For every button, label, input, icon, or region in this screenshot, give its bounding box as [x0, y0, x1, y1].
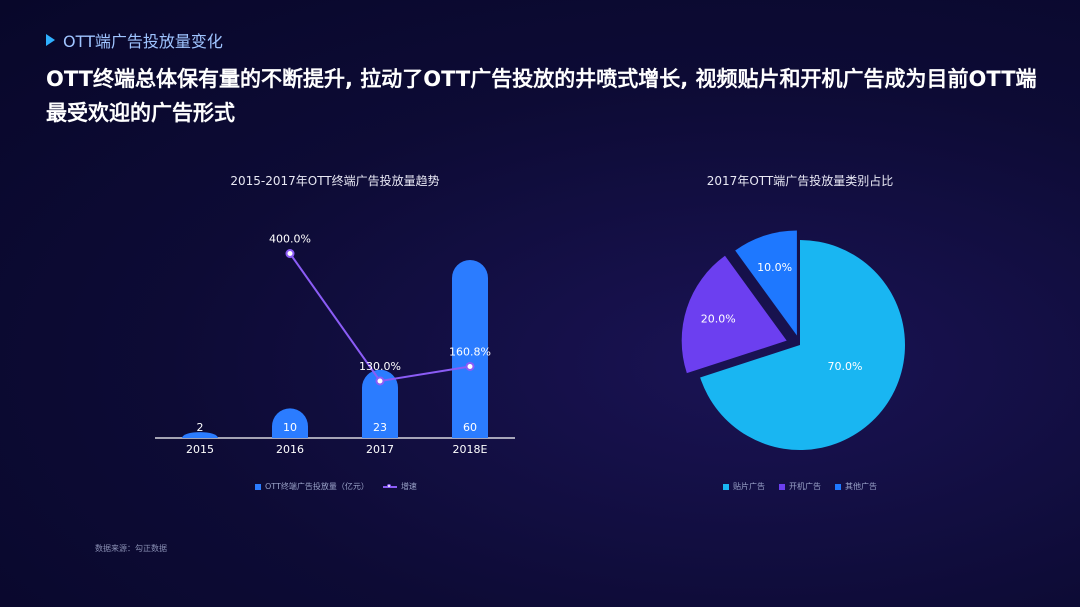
bar-value-label-2016: 10 — [283, 421, 297, 434]
pie-slice-label-1: 20.0% — [701, 312, 736, 325]
pie-chart: 70.0% 20.0% 10.0% — [681, 230, 905, 450]
pie-slice-label-0: 70.0% — [828, 360, 863, 373]
legend-line-swatch-icon — [382, 483, 397, 488]
legend-item-growth: 增速 — [382, 481, 417, 492]
legend-label-volume: OTT终端广告投放量（亿元） — [265, 482, 369, 491]
legend-label-boot: 开机广告 — [789, 482, 821, 491]
data-source-note: 数据来源：勾正数据 — [95, 544, 167, 553]
growth-point-2018E — [465, 361, 475, 371]
legend-item-other: 其他广告 — [835, 481, 877, 492]
triangle-bullet-icon — [46, 34, 55, 46]
pie-slice-1 — [681, 255, 787, 374]
bar-value-label-2015: 2 — [197, 421, 204, 434]
x-tick-label-2018E: 2018E — [453, 443, 488, 456]
x-tick-label-2015: 2015 — [186, 443, 214, 456]
pie-chart-legend: 贴片广告 开机广告 其他广告 — [723, 481, 877, 492]
bar-value-label-2017: 23 — [373, 421, 387, 434]
legend-swatch-preroll — [723, 483, 729, 490]
x-tick-label-2016: 2016 — [276, 443, 304, 456]
legend-item-preroll: 贴片广告 — [723, 481, 765, 492]
growth-label-2017: 130.0% — [359, 360, 401, 373]
pie-slice-label-2: 10.0% — [757, 261, 792, 274]
bar-2015 — [182, 432, 218, 438]
legend-label-preroll: 贴片广告 — [733, 482, 765, 491]
legend-item-boot: 开机广告 — [779, 481, 821, 492]
bar-value-label-2018E: 60 — [463, 421, 477, 434]
legend-label-growth: 增速 — [400, 482, 417, 491]
x-tick-label-2017: 2017 — [366, 443, 394, 456]
bar-2018E — [452, 260, 488, 438]
bar-chart: 2 2015 10 2016 23 2017 60 2018E 400.0% 130.0% 160.… — [155, 233, 515, 456]
bar-2017 — [362, 369, 398, 438]
legend-swatch-boot — [779, 483, 785, 490]
pie-slice-0 — [700, 240, 905, 450]
legend-label-other: 其他广告 — [845, 482, 877, 491]
legend-swatch-other — [835, 483, 841, 490]
section-label-text: OTT端广告投放量变化 — [63, 32, 223, 51]
legend-item-volume: OTT终端广告投放量（亿元） — [255, 481, 369, 492]
legend-swatch-volume — [255, 483, 261, 490]
growth-label-2016: 400.0% — [269, 233, 311, 246]
bar-2016 — [272, 408, 308, 438]
bar-chart-legend: OTT终端广告投放量（亿元） 增速 — [255, 481, 417, 492]
section-label: OTT端广告投放量变化 — [46, 29, 223, 51]
pie-slice-2 — [735, 230, 797, 336]
pie-chart-title: 2017年OTT端广告投放量类别占比 — [706, 174, 894, 188]
growth-label-2018E: 160.8% — [449, 345, 491, 358]
page-headline: OTT终端总体保有量的不断提升, 拉动了OTT广告投放的井喷式增长, 视频贴片和… — [46, 67, 1037, 125]
growth-point-2016 — [285, 249, 295, 259]
bar-chart-title: 2015-2017年OTT终端广告投放量趋势 — [230, 174, 440, 188]
growth-point-2017 — [375, 376, 385, 386]
